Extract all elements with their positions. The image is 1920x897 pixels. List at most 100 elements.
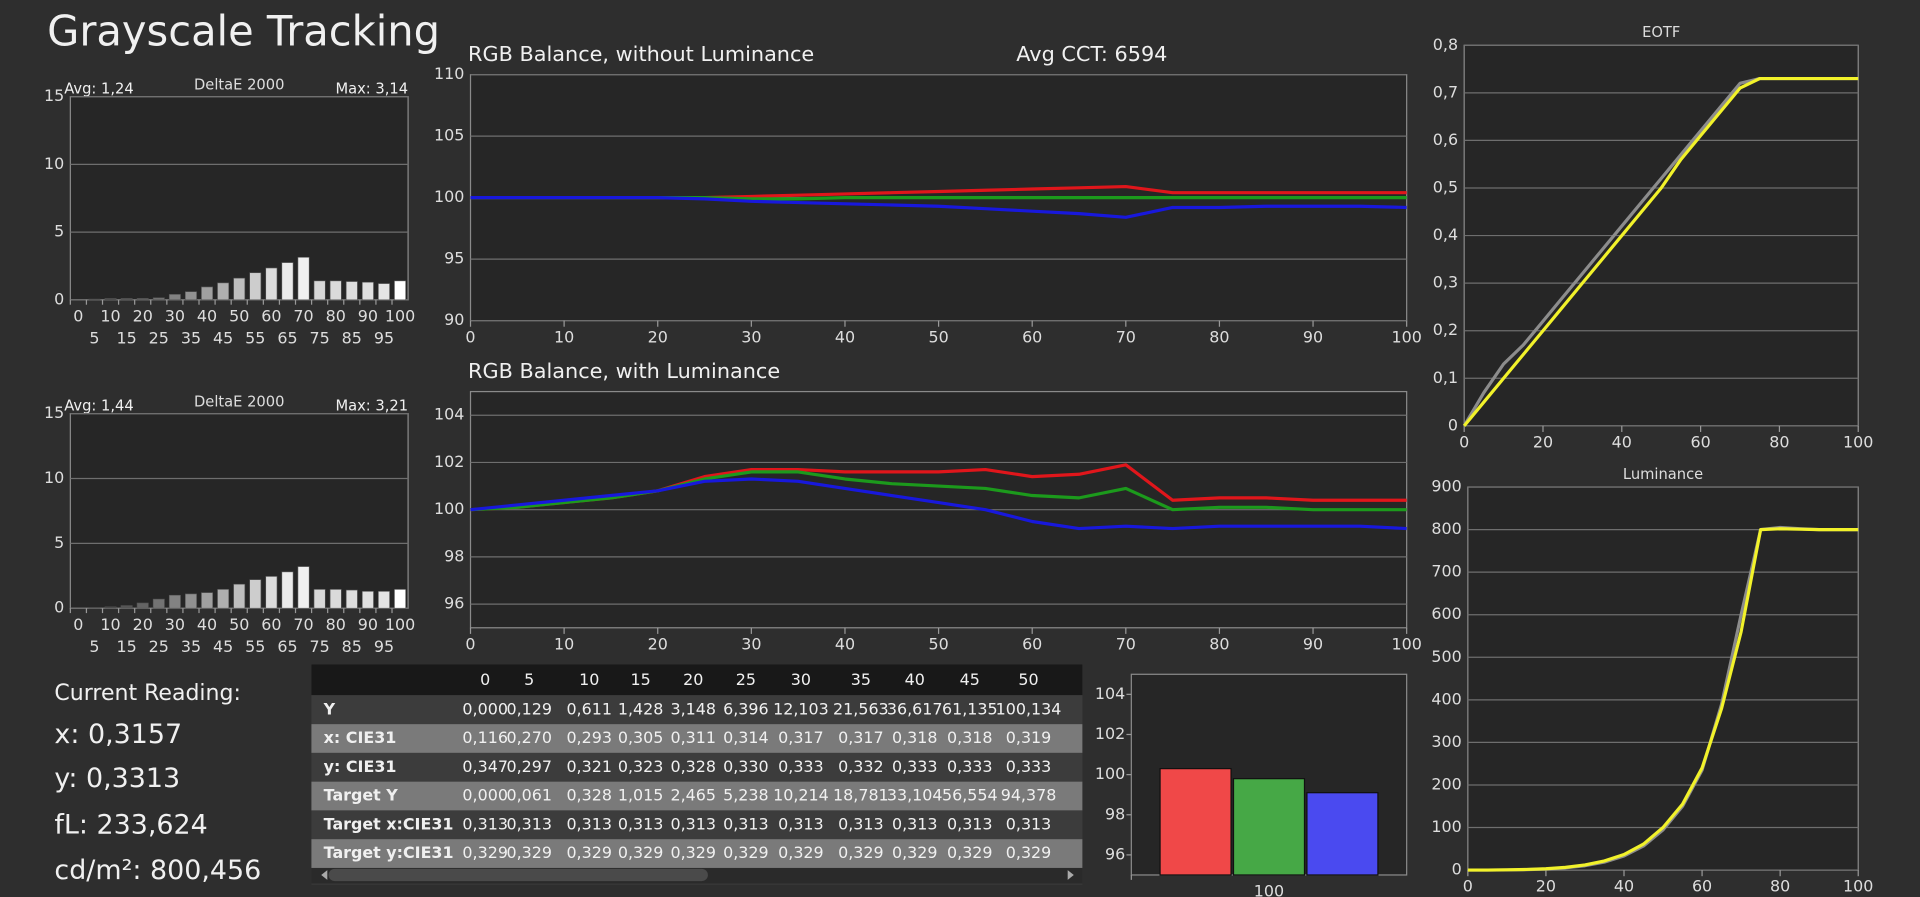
annotation: Avg: 1,24: [64, 80, 133, 97]
bar: [153, 599, 164, 608]
x-tick-label: 40: [197, 306, 217, 325]
table-column-header: 15: [630, 670, 650, 689]
x-tick-label: 10: [554, 327, 574, 346]
bar: [201, 287, 212, 300]
x-tick-label: 5: [89, 637, 99, 656]
chart-title: RGB Balance, with Luminance: [468, 359, 780, 383]
table-cell: 0,317: [838, 728, 884, 747]
table-column-header: 20: [683, 670, 703, 689]
x-tick-label: 45: [213, 637, 233, 656]
chart-title: RGB Balance, without Luminance: [468, 42, 814, 66]
x-tick-label: 60: [261, 306, 281, 325]
y-tick-label: 0: [1448, 415, 1458, 434]
table-cell: 0,318: [892, 728, 938, 747]
bar: [362, 591, 373, 608]
table-cell: 0,333: [947, 757, 993, 776]
y-tick-label: 100: [1095, 764, 1125, 783]
bar: [266, 268, 277, 300]
y-tick-label: 98: [444, 546, 464, 565]
x-tick-label: 80: [1769, 432, 1789, 451]
x-tick-label: 40: [835, 634, 855, 653]
table-cell: 0,297: [506, 757, 552, 776]
table-cell: 0,313: [506, 814, 552, 833]
scrollbar-thumb[interactable]: [329, 869, 708, 881]
table-cell: 0,311: [670, 728, 716, 747]
x-tick-label: 75: [310, 328, 330, 347]
x-tick-label: 10: [100, 615, 120, 634]
x-tick-label: 0: [1459, 432, 1469, 451]
x-tick-label: 0: [73, 615, 83, 634]
y-tick-label: 500: [1431, 647, 1461, 666]
y-tick-label: 0,1: [1433, 368, 1458, 387]
table-cell: 0,313: [838, 814, 884, 833]
x-tick-label: 90: [358, 306, 378, 325]
x-tick-label: 25: [149, 328, 169, 347]
table-cell: 0,329: [1006, 843, 1051, 862]
bar: [218, 589, 229, 608]
table-cell: 0,313: [670, 814, 716, 833]
table-cell: 0,329: [892, 843, 938, 862]
table-cell: 2,465: [670, 786, 716, 805]
y-tick-label: 96: [1105, 844, 1125, 863]
table-cell: 0,293: [566, 728, 612, 747]
chart-title: DeltaE 2000: [194, 77, 284, 94]
bar: [185, 594, 196, 608]
x-tick-label: 100: [1391, 327, 1421, 346]
x-tick-label: 10: [100, 306, 120, 325]
table-cell: 1,015: [618, 786, 664, 805]
table-column-header: 25: [736, 670, 756, 689]
x-tick-label: 35: [181, 328, 201, 347]
table-cell: 0,314: [723, 728, 769, 747]
chart-title: DeltaE 2000: [194, 394, 284, 411]
bar: [105, 298, 116, 299]
bar: [201, 593, 212, 609]
table-cell: 0,313: [566, 814, 612, 833]
x-tick-label: 50: [229, 306, 249, 325]
table-cell: 0,313: [462, 814, 508, 833]
y-tick-label: 95: [444, 249, 464, 268]
x-tick-label: 50: [229, 615, 249, 634]
x-tick-label: 100: [1391, 634, 1421, 653]
table-cell: 0,313: [947, 814, 993, 833]
table-cell: 0,333: [778, 757, 824, 776]
annotation: Avg CCT: 6594: [1016, 42, 1167, 66]
x-tick-label: 20: [648, 634, 668, 653]
table-cell: 21,563: [833, 699, 889, 718]
table-cell: 18,781: [833, 786, 889, 805]
x-tick-label: 35: [181, 637, 201, 656]
y-tick-label: 98: [1105, 804, 1125, 823]
y-tick-label: 0,6: [1433, 130, 1458, 149]
bar: [89, 608, 100, 609]
bar: [234, 584, 245, 608]
table-column-header: 35: [851, 670, 871, 689]
x-tick-label: 50: [928, 634, 948, 653]
table-row-label: y: CIE31: [324, 757, 397, 776]
y-tick-label: 100: [434, 499, 464, 518]
bar: [1307, 793, 1378, 875]
x-tick-label: 90: [358, 615, 378, 634]
bar: [121, 606, 132, 609]
x-tick-label: 90: [1303, 327, 1323, 346]
bar: [250, 273, 261, 300]
bar: [378, 284, 389, 300]
x-tick-label: 65: [277, 637, 297, 656]
table-cell: 6,396: [723, 699, 769, 718]
table-cell: 36,617: [887, 699, 943, 718]
y-tick-label: 15: [44, 86, 64, 105]
x-tick-label: 70: [1116, 327, 1136, 346]
table-cell: 0,129: [506, 699, 552, 718]
plot-area: [70, 414, 408, 609]
table-cell: 0,317: [778, 728, 824, 747]
y-tick-label: 102: [434, 452, 464, 471]
table-cell: 0,321: [566, 757, 612, 776]
table-cell: 0,313: [723, 814, 769, 833]
table-cell: 0,323: [618, 757, 664, 776]
table-cell: 0,116: [462, 728, 508, 747]
x-tick-label: 30: [741, 634, 761, 653]
table-column-header: 10: [579, 670, 599, 689]
y-tick-label: 110: [434, 64, 464, 83]
table-cell: 0,329: [506, 843, 552, 862]
table-cell: 0,611: [566, 699, 612, 718]
x-tick-label: 45: [213, 328, 233, 347]
table-cell: 10,214: [773, 786, 829, 805]
